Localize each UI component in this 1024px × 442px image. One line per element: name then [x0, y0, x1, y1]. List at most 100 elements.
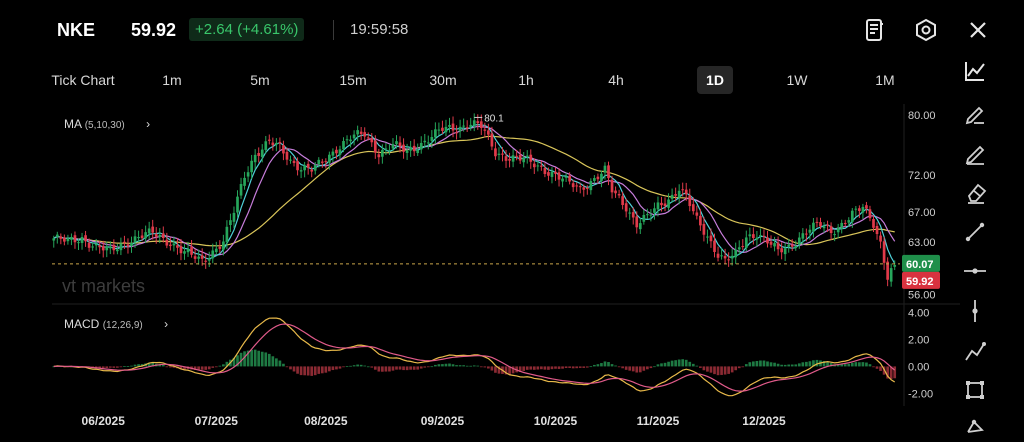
candle-body — [186, 248, 190, 253]
candle-body — [296, 161, 299, 171]
macd-histogram-bar — [236, 355, 239, 367]
pen-icon[interactable] — [960, 98, 990, 128]
macd-histogram-bar — [186, 366, 190, 370]
macd-histogram-bar — [381, 366, 384, 372]
candle-body — [889, 268, 893, 282]
candle-body — [550, 171, 554, 177]
macd-indicator-label[interactable]: MACD (12,26,9) › — [64, 317, 168, 331]
macd-histogram-bar — [416, 366, 420, 370]
timeframe-5m[interactable]: 5m — [250, 72, 270, 88]
macd-histogram-bar — [384, 366, 388, 372]
eraser-icon[interactable] — [960, 177, 990, 207]
macd-histogram-bar — [335, 366, 338, 370]
notes-icon[interactable] — [861, 17, 887, 43]
chevron-right-icon[interactable]: › — [146, 117, 151, 131]
timeframe-1h[interactable]: 1h — [518, 72, 534, 88]
candle-body — [557, 172, 561, 180]
candle-body — [126, 244, 130, 247]
ma-indicator-label[interactable]: MA (5,10,30) › — [64, 117, 150, 131]
macd-histogram-bar — [278, 360, 282, 367]
macd-histogram-bar — [395, 366, 398, 370]
candle-body — [836, 227, 840, 233]
macd-histogram-bar — [840, 364, 844, 367]
macd-histogram-bar — [578, 366, 582, 368]
timeframe-1d[interactable]: 1D — [697, 66, 733, 94]
timeframe-1w[interactable]: 1W — [786, 72, 808, 88]
candle-body — [780, 248, 783, 253]
macd-tick-label: 0.00 — [908, 361, 929, 373]
timeframe-15m[interactable]: 15m — [339, 72, 367, 88]
candle-body — [879, 235, 882, 242]
macd-histogram-bar — [536, 366, 540, 370]
node-tool-icon[interactable] — [960, 412, 990, 442]
candle-body — [356, 130, 359, 135]
candle-body — [865, 205, 868, 209]
ticker-symbol[interactable]: NKE — [57, 20, 96, 40]
macd-histogram-bar — [688, 361, 692, 367]
rectangle-icon[interactable] — [960, 375, 990, 405]
candle-body — [204, 260, 208, 262]
macd-histogram-bar — [564, 366, 568, 369]
macd-histogram-bar — [494, 366, 497, 373]
macd-panel — [52, 317, 897, 397]
timeframe-1m[interactable]: 1m — [162, 72, 182, 88]
candle-body — [822, 226, 826, 229]
candle-body — [77, 242, 80, 244]
timeframe-1mo[interactable]: 1M — [875, 72, 895, 88]
macd-histogram-bar — [275, 358, 278, 367]
horizontal-line-icon[interactable] — [960, 256, 990, 286]
macd-histogram-bar — [893, 366, 897, 379]
macd-histogram-bar — [222, 364, 225, 367]
macd-histogram-bar — [677, 359, 681, 367]
candle-body — [543, 168, 547, 174]
candle-body — [264, 141, 268, 150]
polyline-icon[interactable] — [960, 336, 990, 366]
macd-histogram-bar — [154, 363, 158, 367]
macd-histogram-bar — [653, 366, 656, 368]
candle-body — [63, 237, 66, 242]
candle-body — [854, 208, 858, 210]
macd-histogram-bar — [617, 366, 621, 368]
macd-tick-label: 4.00 — [908, 308, 929, 320]
trend-chart-icon[interactable] — [960, 56, 990, 86]
macd-histogram-bar — [511, 366, 515, 374]
candle-body — [405, 150, 409, 153]
candle-body — [872, 219, 875, 228]
candle-body — [815, 221, 819, 223]
macd-histogram-bar — [176, 366, 179, 369]
macd-histogram-bar — [239, 352, 243, 367]
macd-histogram-bar — [225, 361, 229, 367]
candle-body — [267, 139, 271, 141]
macd-histogram-bar — [197, 366, 200, 370]
candle-body — [395, 141, 398, 145]
candle-body — [646, 214, 649, 216]
macd-histogram-bar — [338, 366, 342, 369]
macd-histogram-bar — [303, 366, 306, 376]
candle-body — [275, 142, 278, 145]
chevron-right-icon[interactable]: › — [164, 317, 169, 331]
candle-body — [246, 172, 250, 177]
macd-histogram-bar — [614, 365, 617, 367]
macd-histogram-bar — [391, 366, 395, 371]
candle-body — [250, 160, 253, 173]
line-tool-icon[interactable] — [960, 217, 990, 247]
timeframe-tick[interactable]: Tick Chart — [51, 72, 115, 88]
macd-histogram-bar — [246, 350, 250, 367]
candle-body — [232, 212, 236, 222]
ma5-line — [53, 123, 896, 264]
macd-histogram-bar — [190, 366, 193, 370]
vertical-line-icon[interactable] — [960, 296, 990, 326]
candle-body — [564, 176, 568, 178]
close-icon[interactable] — [965, 17, 991, 43]
candle-body — [144, 232, 147, 239]
brush-icon[interactable] — [960, 138, 990, 168]
macd-histogram-bar — [469, 365, 473, 367]
candle-body — [303, 165, 306, 171]
settings-hexagon-icon[interactable] — [913, 17, 939, 43]
timeframe-4h[interactable]: 4h — [608, 72, 624, 88]
macd-histogram-bar — [815, 359, 819, 367]
candle-body — [529, 154, 533, 162]
timeframe-30m[interactable]: 30m — [429, 72, 457, 88]
macd-histogram-bar — [861, 362, 865, 367]
candle-body — [699, 215, 702, 226]
